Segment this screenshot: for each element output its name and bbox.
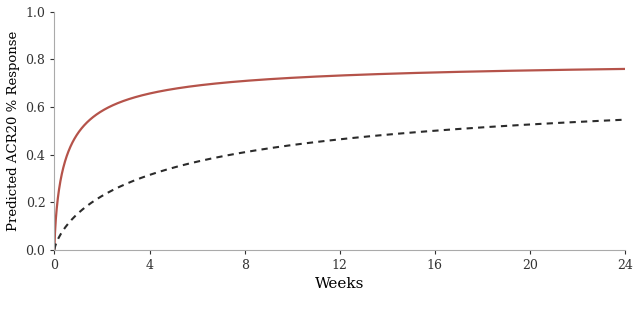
- Y-axis label: Predicted ACR20 % Response: Predicted ACR20 % Response: [7, 31, 20, 231]
- X-axis label: Weeks: Weeks: [315, 277, 364, 291]
